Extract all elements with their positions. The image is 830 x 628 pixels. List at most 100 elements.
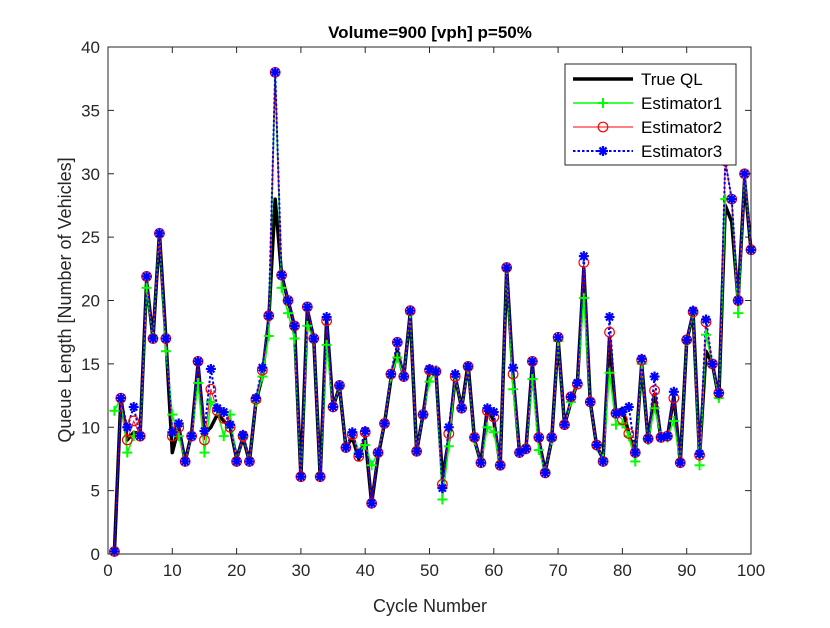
x-tick-label: 30 xyxy=(291,561,310,580)
data-point-estimator1 xyxy=(276,282,287,293)
data-point-estimator3 xyxy=(199,426,210,437)
data-point-estimator3 xyxy=(321,311,332,322)
legend-label-estimator2: Estimator2 xyxy=(641,118,722,137)
data-point-estimator1 xyxy=(289,333,300,344)
data-point-estimator3 xyxy=(443,422,454,433)
data-point-estimator3 xyxy=(623,401,634,412)
data-point-estimator1 xyxy=(321,339,332,350)
data-point-estimator3 xyxy=(643,433,654,444)
data-point-estimator3 xyxy=(559,419,570,430)
data-point-estimator3 xyxy=(328,401,339,412)
data-point-estimator3 xyxy=(353,448,364,459)
x-tick-label: 10 xyxy=(163,561,182,580)
y-axis-label: Queue Length [Number of Vehicles] xyxy=(55,157,75,442)
data-point-estimator3 xyxy=(668,386,679,397)
data-point-estimator1 xyxy=(437,494,448,505)
data-point-estimator1 xyxy=(109,405,120,416)
data-point-estimator1 xyxy=(193,377,204,388)
data-point-estimator3 xyxy=(475,457,486,468)
data-point-estimator1 xyxy=(283,308,294,319)
x-tick-label: 20 xyxy=(227,561,246,580)
data-point-estimator3 xyxy=(115,393,126,404)
legend-label-estimator1: Estimator1 xyxy=(641,94,722,113)
legend-marker-estimator2 xyxy=(597,121,609,133)
data-point-estimator3 xyxy=(733,295,744,306)
data-point-estimator3 xyxy=(128,401,139,412)
legend-marker-estimator3 xyxy=(598,146,608,156)
data-point-estimator3 xyxy=(662,431,673,442)
data-point-estimator1 xyxy=(610,419,621,430)
data-point-estimator3 xyxy=(218,407,229,418)
y-tick-label: 20 xyxy=(81,292,100,311)
data-point-estimator3 xyxy=(675,457,686,468)
data-point-estimator1 xyxy=(167,409,178,420)
data-point-estimator3 xyxy=(160,333,171,344)
data-point-estimator1 xyxy=(668,415,679,426)
y-tick-label: 35 xyxy=(81,101,100,120)
data-point-estimator2 xyxy=(121,434,133,446)
data-point-estimator1 xyxy=(199,447,210,458)
data-point-estimator3 xyxy=(700,314,711,325)
data-point-estimator3 xyxy=(546,432,557,443)
data-point-estimator3 xyxy=(295,471,306,482)
data-point-estimator3 xyxy=(533,432,544,443)
data-point-estimator3 xyxy=(289,320,300,331)
data-point-estimator3 xyxy=(315,471,326,482)
data-point-estimator3 xyxy=(379,418,390,429)
data-point-estimator3 xyxy=(636,353,647,364)
data-point-estimator3 xyxy=(553,332,564,343)
legend-box xyxy=(564,63,737,166)
data-point-estimator3 xyxy=(649,371,660,382)
data-point-estimator3 xyxy=(276,270,287,281)
data-point-estimator3 xyxy=(527,356,538,367)
data-point-estimator3 xyxy=(193,356,204,367)
data-point-estimator3 xyxy=(424,363,435,374)
data-point-estimator3 xyxy=(225,419,236,430)
data-point-estimator3 xyxy=(508,362,519,373)
data-point-estimator3 xyxy=(456,403,467,414)
x-tick-label: 40 xyxy=(356,561,375,580)
data-point-estimator1 xyxy=(443,441,454,452)
legend: True QL Estimator1 Estimator2 Estimator3 xyxy=(564,63,737,166)
data-point-estimator3 xyxy=(463,361,474,372)
data-point-estimator3 xyxy=(180,456,191,467)
data-point-estimator1 xyxy=(392,352,403,363)
x-tick-label: 90 xyxy=(677,561,696,580)
series-markers-estimator3 xyxy=(109,67,756,557)
data-point-estimator3 xyxy=(585,396,596,407)
data-point-estimator3 xyxy=(398,371,409,382)
data-point-estimator1 xyxy=(482,422,493,433)
data-point-estimator3 xyxy=(437,483,448,494)
data-point-estimator3 xyxy=(694,448,705,459)
data-point-estimator1 xyxy=(649,403,660,414)
data-point-estimator2 xyxy=(623,428,635,439)
data-point-estimator3 xyxy=(154,228,165,239)
legend-label-true-ql: True QL xyxy=(641,70,703,89)
data-point-estimator1 xyxy=(623,431,634,442)
data-point-estimator3 xyxy=(739,168,750,179)
data-point-estimator3 xyxy=(411,446,422,457)
x-tick-label: 70 xyxy=(549,561,568,580)
x-tick-label: 0 xyxy=(103,561,112,580)
data-point-estimator1 xyxy=(218,431,229,442)
data-point-estimator3 xyxy=(302,301,313,312)
legend-marker-estimator1 xyxy=(598,98,608,108)
data-point-estimator3 xyxy=(135,431,146,442)
data-point-estimator3 xyxy=(565,391,576,402)
data-point-estimator3 xyxy=(578,251,589,262)
data-point-estimator3 xyxy=(360,426,371,437)
data-point-estimator3 xyxy=(244,456,255,467)
data-point-estimator3 xyxy=(707,358,718,369)
legend-label-estimator3: Estimator3 xyxy=(641,142,722,161)
data-point-estimator3 xyxy=(501,262,512,273)
data-point-estimator3 xyxy=(283,295,294,306)
data-point-estimator3 xyxy=(713,388,724,399)
data-point-estimator3 xyxy=(540,467,551,478)
data-point-estimator1 xyxy=(205,396,216,407)
data-point-estimator3 xyxy=(430,366,441,377)
data-point-estimator1 xyxy=(578,292,589,303)
data-point-estimator3 xyxy=(186,431,197,442)
data-point-estimator3 xyxy=(450,369,461,380)
